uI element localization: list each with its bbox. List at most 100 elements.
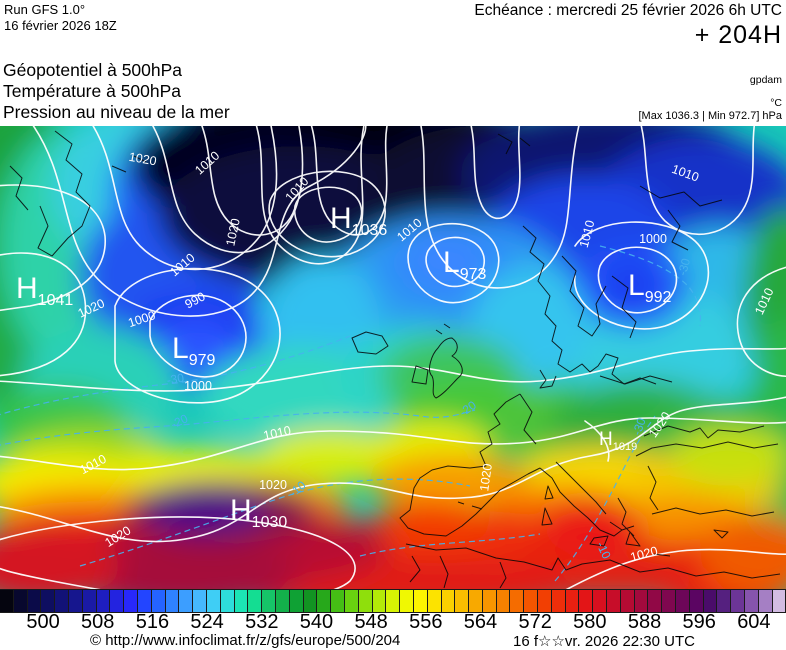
copyright-url: © http://www.infoclimat.fr/z/gfs/europe/…	[90, 632, 401, 649]
scale-tick-label: 508	[81, 611, 115, 633]
scale-box	[523, 589, 539, 613]
isobar-label: 1020	[629, 544, 660, 565]
scale-tick-label: 580	[573, 611, 607, 633]
color-scale-ticks: 500 508 516 524 532 540 548 556 564 572 580 588 596 6…	[0, 611, 786, 635]
isobar-label: 1010	[262, 423, 292, 442]
scale-box	[592, 589, 608, 613]
scale-box	[330, 589, 345, 613]
scale-tick-label: 516	[135, 611, 170, 633]
run-date-label: 16 février 2026 18Z	[4, 18, 117, 33]
isobar-label: 1000	[184, 379, 212, 393]
scale-box	[81, 589, 97, 613]
unit-temp-label: °C	[770, 97, 782, 109]
scale-box	[647, 589, 663, 613]
temp-label: -30	[630, 416, 649, 437]
scale-box	[509, 589, 525, 613]
scale-box	[702, 589, 718, 613]
scale-box	[537, 589, 552, 613]
isobar-label: 1020	[259, 478, 287, 492]
scale-tick-label: 572	[518, 611, 552, 633]
scale-box	[178, 589, 194, 613]
run-model-label: Run GFS 1.0°	[4, 2, 86, 17]
scale-tick-label: 556	[409, 611, 443, 633]
isobar-label: 1000	[639, 232, 667, 246]
generation-datetime: 16 f☆☆vr. 2026 22:30 UTC	[513, 633, 695, 650]
scale-tick-label: 500	[26, 611, 60, 633]
scale-box	[357, 589, 373, 613]
scale-box	[288, 589, 304, 613]
coastlines	[9, 130, 781, 589]
scale-box	[26, 589, 42, 613]
scale-box	[564, 589, 580, 613]
scale-box	[606, 589, 621, 613]
scale-box	[40, 589, 56, 613]
param-geopotential: Géopotentiel à 500hPa	[3, 60, 183, 80]
isobar-contours	[0, 126, 786, 589]
scale-box	[261, 589, 276, 613]
scale-tick-label: 604	[737, 611, 771, 633]
temp-label: -30	[166, 371, 186, 388]
scale-box	[164, 589, 180, 613]
pressure-minmax-label: [Max 1036.3 | Min 972.7] hPa	[638, 110, 783, 122]
scale-box	[109, 589, 125, 613]
isobar-label: 1020	[477, 463, 495, 493]
isobar-label: 1020	[128, 150, 158, 169]
param-temperature: Température à 500hPa	[3, 81, 182, 101]
forecast-valid-time: Echéance : mercredi 25 février 2026 6h U…	[474, 2, 782, 19]
scale-box	[95, 589, 111, 613]
scale-box	[219, 589, 235, 613]
weather-map: 1020 1010 1020 1010 1010 1010 1010 1000 1010 1010…	[0, 126, 786, 589]
scale-box	[661, 589, 677, 613]
scale-box	[385, 589, 401, 613]
scale-tick-label: 540	[299, 611, 334, 633]
unit-gpdam-label: gpdam	[749, 74, 782, 86]
scale-tick-label: 524	[190, 611, 224, 633]
scale-tick-label: 588	[627, 611, 662, 633]
scale-box	[54, 589, 69, 613]
scale-box	[757, 589, 773, 613]
scale-box	[12, 589, 28, 613]
scale-box	[205, 589, 221, 613]
scale-box	[412, 589, 428, 613]
scale-box	[123, 589, 138, 613]
forecast-hour: + 204H	[694, 21, 782, 49]
scale-box	[150, 589, 166, 613]
scale-box	[233, 589, 249, 613]
scale-box	[274, 589, 290, 613]
scale-box	[302, 589, 318, 613]
scale-box	[688, 589, 704, 613]
scale-box	[481, 589, 497, 613]
scale-box	[730, 589, 746, 613]
scale-box	[0, 589, 14, 613]
scale-box	[550, 589, 566, 613]
param-mslp: Pression au niveau de la mer	[3, 102, 230, 122]
temp-label: -30	[675, 256, 693, 277]
scale-box	[136, 589, 152, 613]
temp-label: -20	[168, 411, 190, 431]
scale-box	[633, 589, 649, 613]
isobar-label: 1020	[223, 217, 242, 247]
scale-box	[468, 589, 483, 613]
scale-tick-label: 564	[463, 611, 498, 633]
scale-box	[316, 589, 332, 613]
isobar-label: 1010	[577, 219, 598, 250]
scale-box	[247, 589, 263, 613]
scale-box	[371, 589, 387, 613]
scale-box	[343, 589, 359, 613]
scale-box	[399, 589, 414, 613]
scale-box	[578, 589, 594, 613]
scale-box	[675, 589, 690, 613]
scale-box	[495, 589, 511, 613]
scale-box	[426, 589, 442, 613]
scale-box	[454, 589, 470, 613]
scale-box	[67, 589, 83, 613]
color-scale-bar	[0, 589, 786, 613]
temperature-contours	[0, 245, 702, 582]
scale-tick-label: 532	[245, 611, 279, 633]
scale-box	[619, 589, 635, 613]
scale-box	[771, 589, 786, 613]
scale-box	[192, 589, 207, 613]
parameter-list: Géopotentiel à 500hPa Température à 500h…	[3, 60, 230, 123]
